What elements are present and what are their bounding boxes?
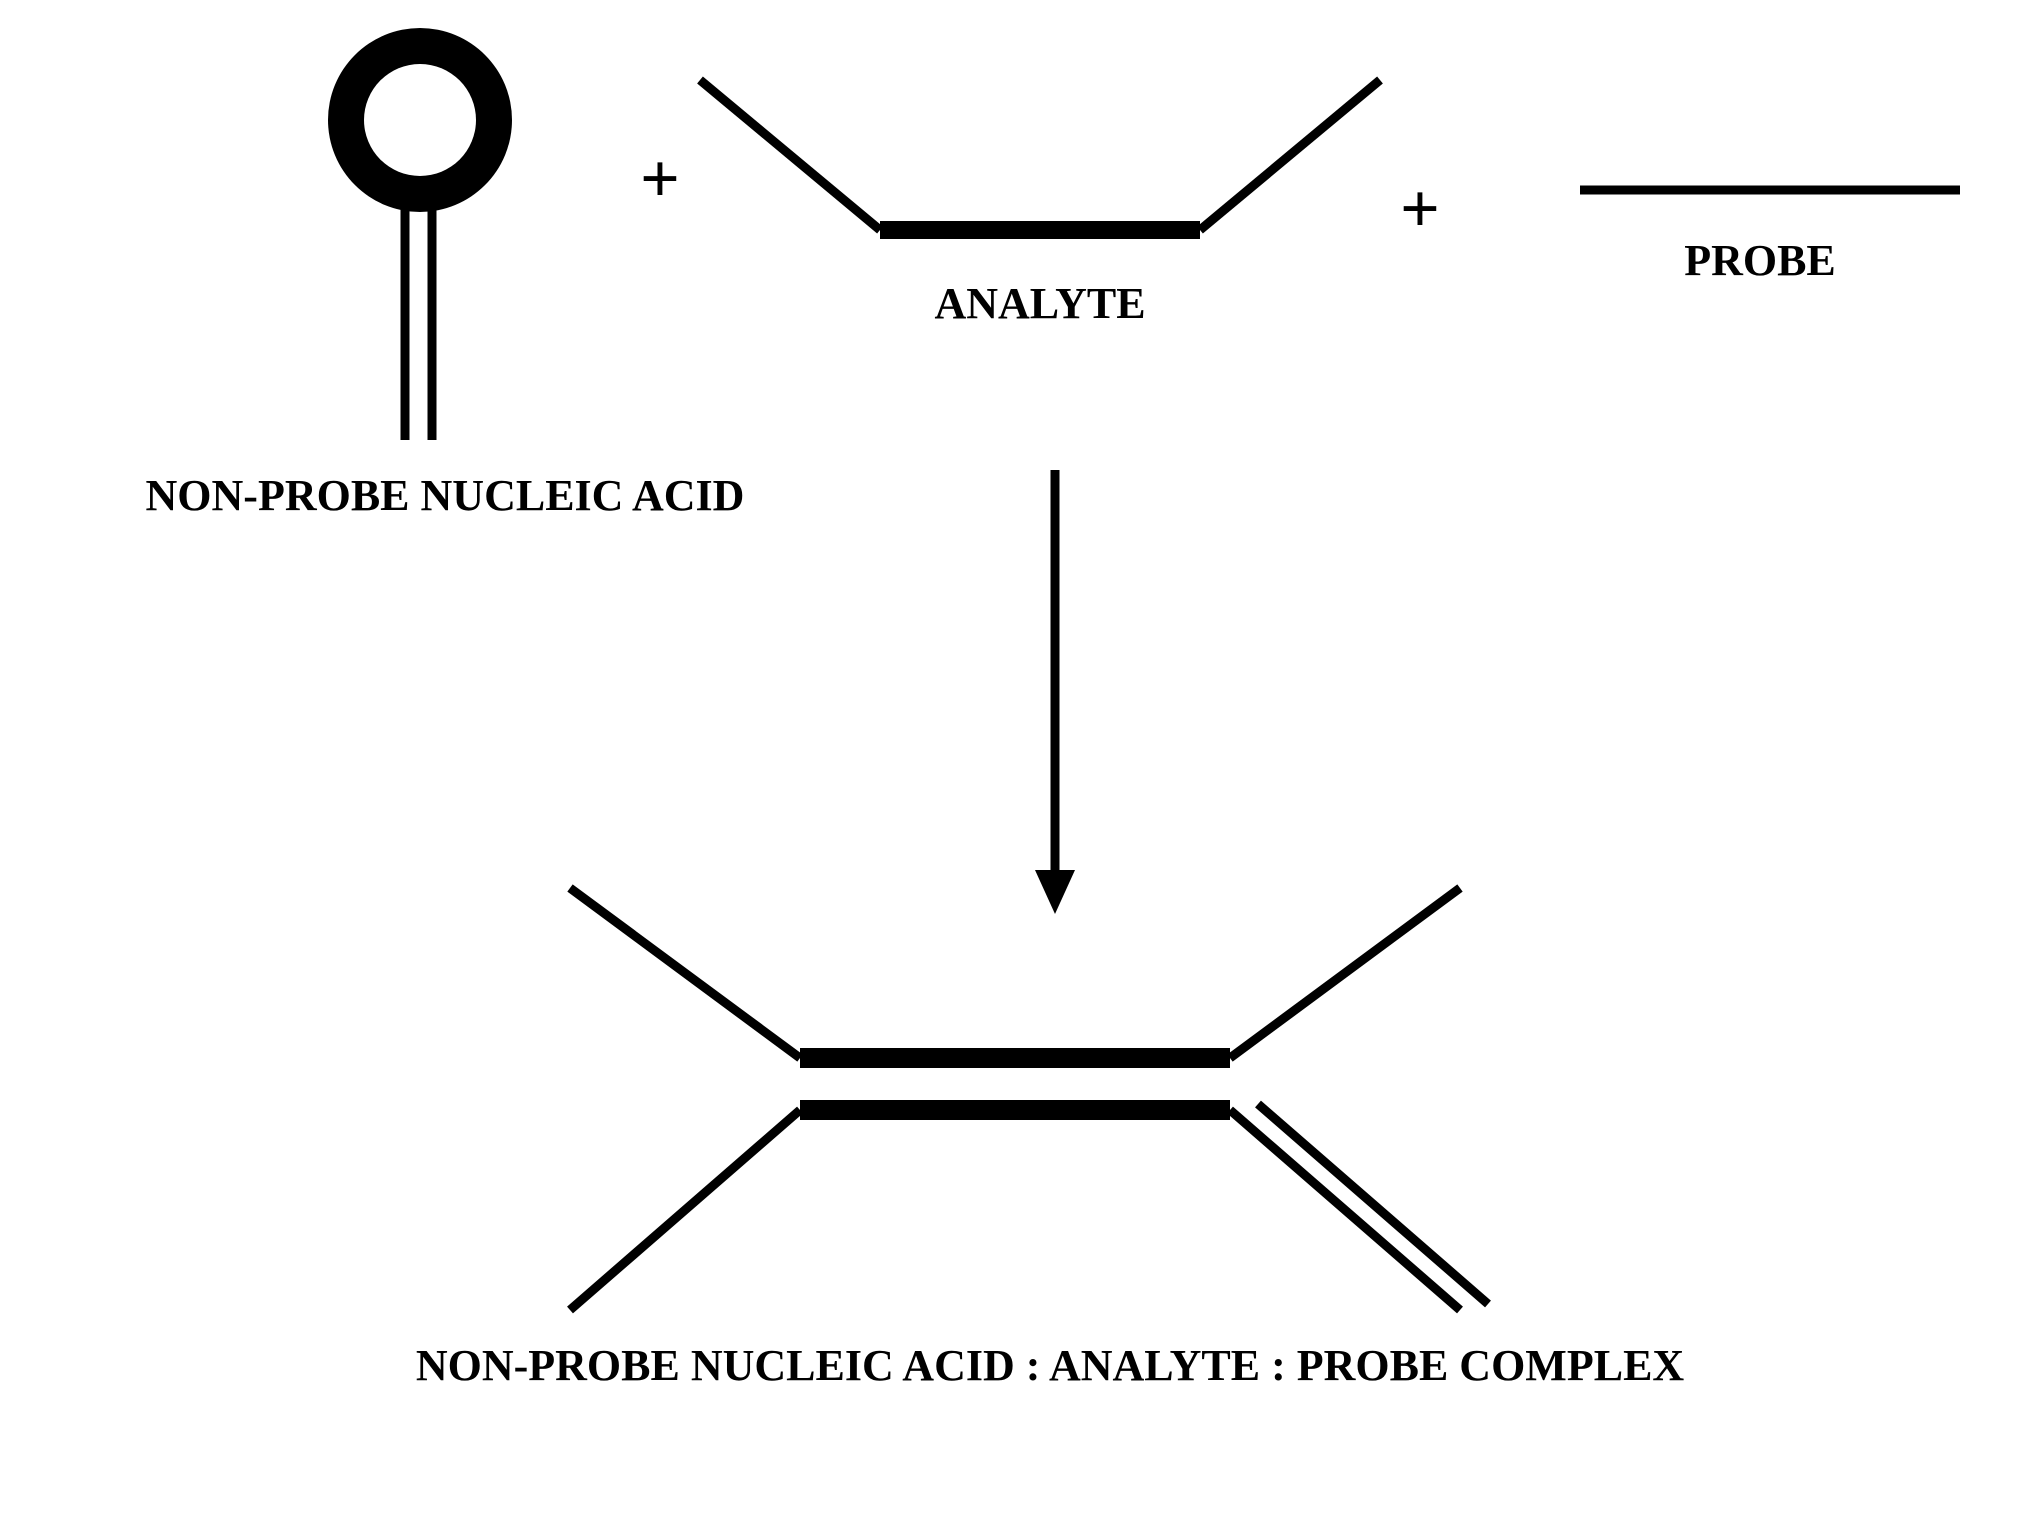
reaction-arrow-head	[1035, 870, 1075, 914]
hairpin-loop-inner	[364, 64, 476, 176]
diagram-canvas: NON-PROBE NUCLEIC ACID ANALYTE PROBE NON…	[0, 0, 2044, 1518]
label-nonprobe-nucleic-acid: NON-PROBE NUCLEIC ACID	[55, 470, 835, 521]
analyte-arm-right	[1200, 80, 1380, 230]
label-probe: PROBE	[1630, 235, 1890, 286]
label-analyte: ANALYTE	[870, 278, 1210, 329]
complex-arm-bottom-left	[570, 1110, 800, 1310]
analyte-arm-left	[700, 80, 880, 230]
plus-symbol-2: +	[1400, 170, 1440, 250]
complex-arm-bottom-right-tail	[1258, 1104, 1488, 1304]
complex-arm-bottom-right	[1230, 1110, 1460, 1310]
plus-symbol-1: +	[640, 140, 680, 220]
label-complex: NON-PROBE NUCLEIC ACID : ANALYTE : PROBE…	[300, 1340, 1800, 1391]
complex-arm-top-right	[1230, 888, 1460, 1058]
shapes-layer	[0, 0, 2044, 1518]
complex-arm-top-left	[570, 888, 800, 1058]
